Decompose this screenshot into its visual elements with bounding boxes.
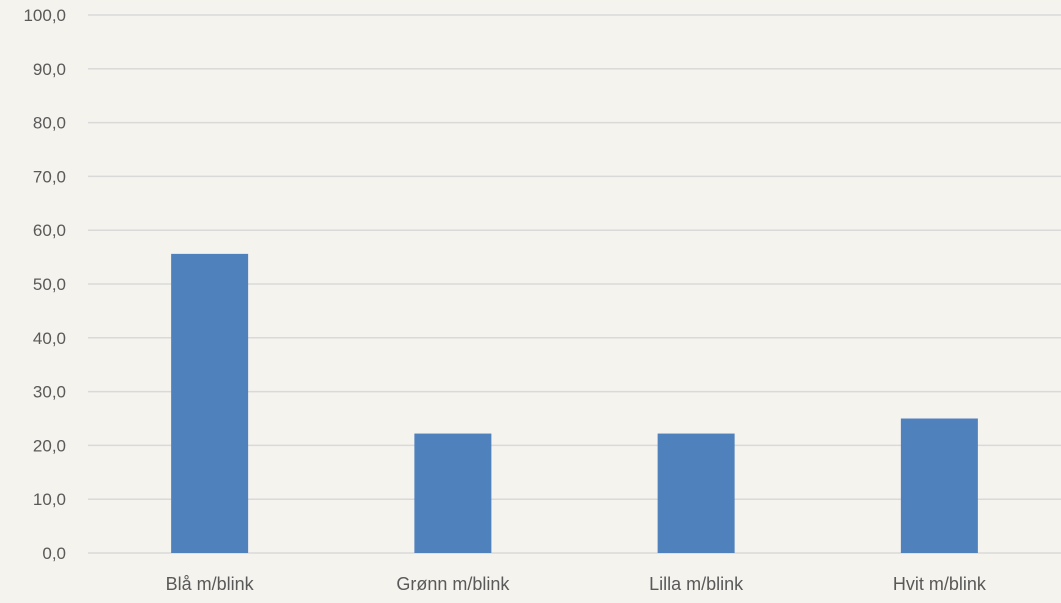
bar-2 [414, 433, 492, 553]
x-tick-label: Blå m/blink [166, 574, 255, 594]
bar-3 [657, 433, 735, 553]
y-tick-label: 20,0 [33, 436, 66, 455]
bar-1 [171, 253, 249, 553]
y-tick-label: 70,0 [33, 167, 66, 186]
gridlines [88, 14, 1061, 554]
x-tick-label: Grønn m/blink [396, 574, 510, 594]
bar-4 [900, 418, 978, 553]
y-tick-label: 60,0 [33, 221, 66, 240]
bars [171, 253, 978, 553]
y-tick-label: 10,0 [33, 490, 66, 509]
x-axis-ticks: Blå m/blink Grønn m/blink Lilla m/blink Hvi… [166, 574, 987, 594]
y-tick-label: 90,0 [33, 60, 66, 79]
y-tick-label: 0,0 [42, 544, 66, 563]
y-tick-label: 100,0 [23, 6, 66, 25]
y-tick-label: 80,0 [33, 114, 66, 133]
y-axis-ticks: 0,0 10,0 20,0 30,0 40,0 50,0 60,0 70,0 80,0 90,0 1… [23, 6, 66, 563]
y-tick-label: 50,0 [33, 275, 66, 294]
x-tick-label: Hvit m/blink [893, 574, 987, 594]
y-tick-label: 30,0 [33, 383, 66, 402]
x-tick-label: Lilla m/blink [649, 574, 744, 594]
y-tick-label: 40,0 [33, 329, 66, 348]
